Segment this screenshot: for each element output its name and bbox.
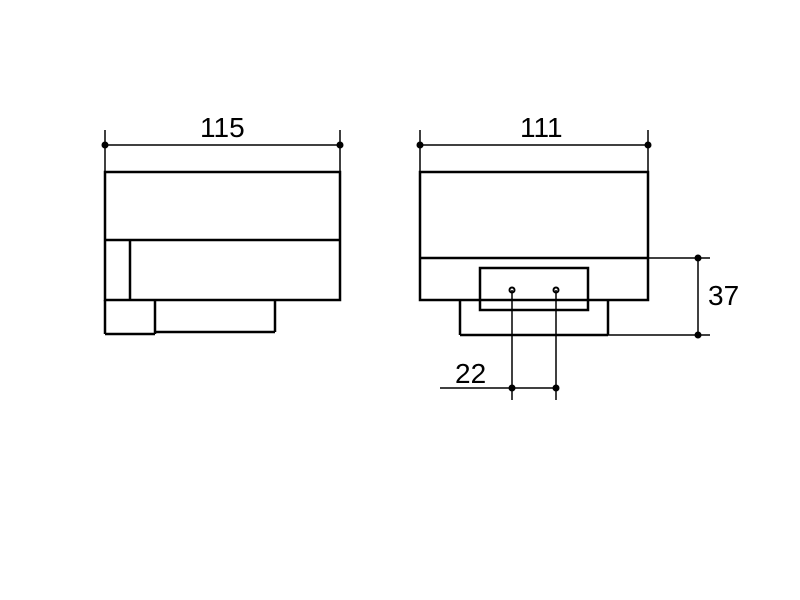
dim-111-label: 111 — [520, 112, 563, 143]
technical-drawing: 115 111 37 — [0, 0, 800, 600]
right-outline — [420, 172, 648, 300]
left-view: 115 — [102, 112, 344, 334]
dim-37-label: 37 — [708, 280, 739, 311]
mount-plate — [480, 268, 588, 310]
dim-22: 22 — [440, 290, 560, 400]
dim-115: 115 — [102, 112, 344, 172]
dim-115-label: 115 — [200, 112, 245, 143]
dim-22-label: 22 — [455, 358, 486, 389]
left-outline — [105, 172, 340, 300]
dim-111: 111 — [417, 112, 652, 172]
dim-37: 37 — [608, 255, 739, 339]
right-view: 111 37 22 — [417, 112, 740, 400]
